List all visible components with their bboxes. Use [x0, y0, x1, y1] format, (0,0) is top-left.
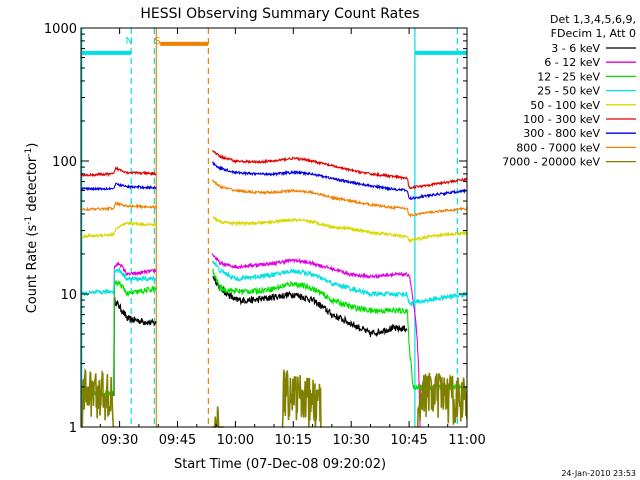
- legend-label: 300 - 800 keV: [523, 127, 600, 140]
- y-tick-label: 10: [60, 288, 77, 303]
- x-tick-label: 10:30: [332, 433, 369, 448]
- series-line-7: [80, 179, 468, 219]
- legend-label: 12 - 25 keV: [537, 70, 600, 83]
- legend-header-1: Det 1,3,4,5,6,9,: [550, 13, 636, 26]
- x-tick-label: 09:30: [101, 433, 138, 448]
- y-label-main: Count Rate (s: [25, 225, 40, 314]
- y-tick-label: 1: [69, 421, 77, 436]
- x-tick-label: 10:45: [390, 433, 427, 448]
- x-axis-label: Start Time (07-Dec-08 09:20:02): [174, 457, 386, 472]
- series-line-8: [81, 367, 468, 429]
- x-tick-label: 11:00: [448, 433, 485, 448]
- legend-label: 6 - 12 keV: [544, 56, 600, 69]
- legend-label: 7000 - 20000 keV: [502, 156, 600, 169]
- legend-label: 800 - 7000 keV: [516, 141, 600, 154]
- legend-label: 3 - 6 keV: [551, 42, 600, 55]
- series-line-0: [113, 276, 408, 396]
- annotation-s: S: [154, 36, 160, 47]
- y-label-end: ): [25, 143, 40, 148]
- annotation-n: N: [126, 36, 133, 47]
- flag-bar-0: [81, 50, 132, 55]
- series-line-4: [80, 216, 468, 243]
- legend-header-2: FDecim 1, Att 0: [551, 27, 636, 40]
- x-tick-label: 10:15: [275, 433, 312, 448]
- chart-title: HESSI Observing Summary Count Rates: [140, 6, 419, 22]
- legend-label: 100 - 300 keV: [523, 113, 600, 126]
- flag-bar-2: [414, 50, 467, 55]
- legend-label: 25 - 50 keV: [537, 85, 600, 98]
- y-axis-ticks: 1 10 100 1000: [44, 22, 467, 436]
- y-axis-label: Count Rate (s-1 detector-1): [24, 143, 40, 314]
- legend-label: 50 - 100 keV: [530, 99, 600, 112]
- plot-frame: [80, 27, 468, 428]
- x-axis-ticks: 09:30 09:45 10:00 10:15 10:30 10:45 11:00: [99, 28, 486, 448]
- series-line-6: [80, 160, 468, 200]
- y-label-sup-2: -1: [24, 148, 34, 157]
- y-label-sup-1: -1: [24, 216, 34, 225]
- x-tick-label: 10:00: [217, 433, 254, 448]
- y-tick-label: 100: [52, 155, 77, 170]
- flag-bar-1: [160, 41, 209, 46]
- series-line-2: [80, 267, 468, 399]
- timestamp: 24-Jan-2010 23:53: [561, 469, 636, 478]
- series-line-5: [80, 150, 468, 190]
- series-line-1: [113, 253, 421, 428]
- series-line-3: [80, 260, 468, 308]
- legend: Det 1,3,4,5,6,9, FDecim 1, Att 0 3 - 6 k…: [502, 13, 636, 169]
- y-label-mid: detector: [25, 156, 40, 216]
- y-tick-label: 1000: [44, 22, 77, 37]
- x-tick-label: 09:45: [159, 433, 196, 448]
